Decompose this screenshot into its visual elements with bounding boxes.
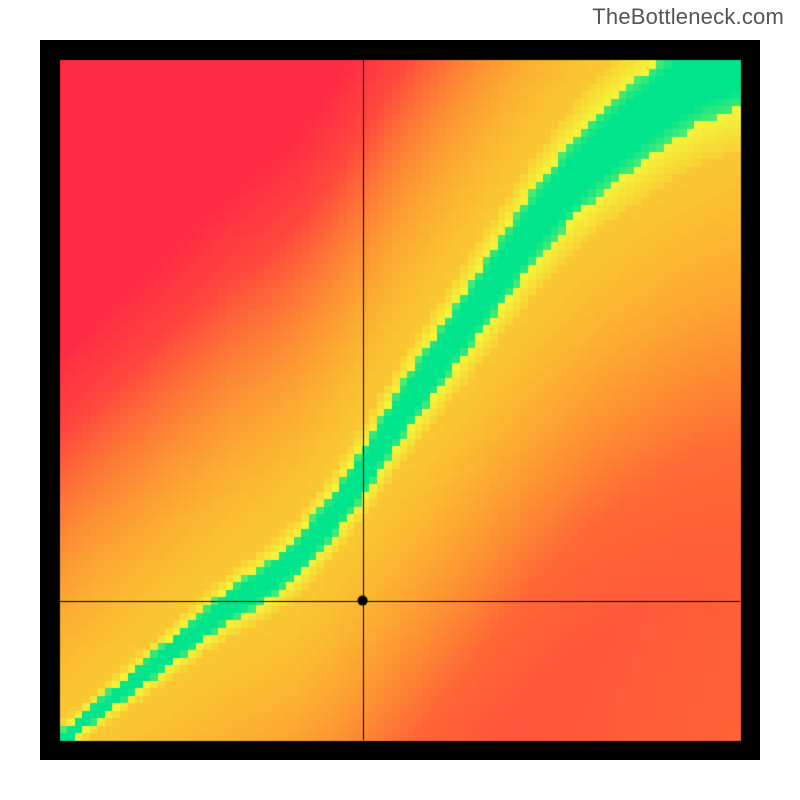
crosshair-overlay [40,40,760,760]
heatmap-plot [40,40,760,760]
chart-container: TheBottleneck.com [0,0,800,800]
watermark-text: TheBottleneck.com [592,4,784,30]
